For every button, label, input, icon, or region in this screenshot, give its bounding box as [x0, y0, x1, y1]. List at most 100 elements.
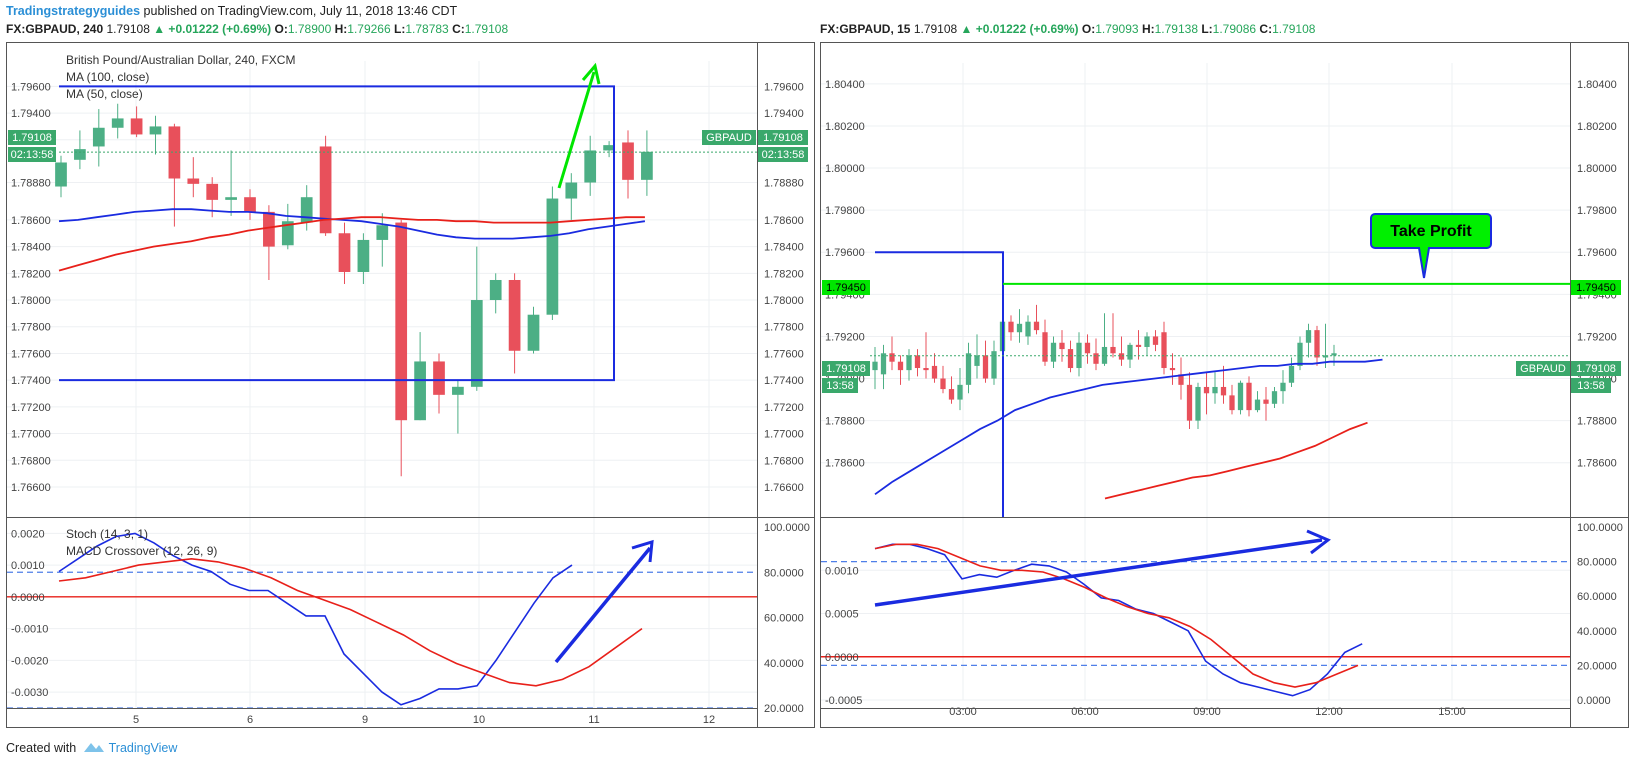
right-ma-line-blue	[874, 358, 1383, 496]
right-price-tick-label-left: 1.78800	[825, 416, 865, 428]
right-candle-body	[1050, 342, 1057, 362]
right-blue-arrow-line	[874, 538, 1323, 607]
left-countdown-right-text: 02:13:58	[762, 149, 805, 161]
right-candle-body	[1016, 323, 1023, 333]
right-candle-body	[965, 353, 972, 385]
left-price-tick-label: 1.77400	[764, 375, 804, 387]
left-candle-body	[489, 279, 502, 301]
left-legend-ma100: MA (100, close)	[66, 70, 149, 84]
right-tp-tag-right-text: 1.79450	[1576, 282, 1616, 294]
right-countdown-tag-right	[1571, 378, 1611, 393]
right-price-tick-label-left: 1.80000	[825, 163, 865, 175]
left-price-tick-label: 1.78880	[764, 178, 804, 190]
right-price-plot	[870, 251, 1570, 517]
right-range-box	[875, 251, 1004, 517]
right-candle-body	[1161, 332, 1167, 369]
right-time-tick-label: 06:00	[1071, 706, 1099, 718]
left-countdown-tag-right	[758, 147, 808, 162]
right-symbol: FX:GBPAUD, 15	[820, 22, 911, 36]
left-sub-tick-label-right: 40.0000	[764, 658, 804, 670]
left-candle-body	[300, 197, 313, 223]
left-candle-body	[168, 126, 181, 179]
right-pair-tag	[1516, 361, 1570, 376]
right-candle-body	[1110, 346, 1116, 354]
created-with-text: Created with	[6, 741, 77, 755]
right-candle-body	[1229, 395, 1235, 411]
page-header: Tradingstrategyguides published on Tradi…	[6, 4, 457, 18]
left-countdown-left-text: 02:13:58	[11, 149, 54, 161]
right-price-tick-label: 1.79600	[1577, 247, 1617, 259]
right-candle-body	[1288, 365, 1295, 383]
left-price-tick-label-left: 1.78200	[11, 268, 51, 280]
left-open: 1.78900	[287, 22, 332, 36]
left-time-tick-label: 9	[362, 714, 368, 726]
right-candle-body	[974, 355, 980, 366]
left-candle-body	[92, 127, 105, 147]
right-tp-tag-left	[822, 280, 870, 295]
left-candle-body	[508, 279, 521, 351]
left-candle-body	[149, 126, 162, 135]
author-link[interactable]: Tradingstrategyguides	[6, 4, 141, 18]
left-last-price: 1.79108	[106, 22, 150, 36]
left-ma-line-red	[58, 216, 645, 272]
left-green-arrow-line	[557, 71, 596, 189]
left-candle-body	[641, 151, 653, 180]
right-candle-body	[982, 355, 989, 379]
take-profit-callout	[1370, 213, 1492, 279]
left-candle-body	[263, 211, 275, 247]
right-candle-body	[1331, 353, 1337, 356]
left-price-tick-label-left: 1.78000	[11, 295, 51, 307]
left-price-tick-label: 1.78200	[764, 268, 804, 280]
right-candle-body	[1297, 342, 1303, 366]
left-change: ▲ +0.01222 (+0.69%)	[153, 22, 272, 36]
left-ma-line-blue	[58, 208, 646, 240]
left-legend-stoch: Stoch (14, 3, 1)	[66, 527, 148, 541]
tradingview-link[interactable]: TradingView	[108, 741, 178, 755]
right-price-tick-label-left: 1.80200	[825, 121, 865, 133]
left-price-tick-label: 1.76800	[764, 455, 804, 467]
right-candle-body	[880, 353, 887, 375]
right-ma-line-red	[1104, 421, 1368, 500]
right-price-tick-label-left: 1.80400	[825, 79, 865, 91]
left-price-tick-label-left: 1.79600	[11, 81, 51, 93]
right-candle-body	[1144, 336, 1150, 347]
left-price-tick-label-left: 1.78600	[11, 215, 51, 227]
left-price-plot	[55, 62, 757, 477]
right-price-tag-right-text: 1.79108	[1576, 363, 1616, 375]
right-candle-body	[897, 361, 904, 371]
right-candle-body	[1135, 344, 1142, 347]
right-l-label: L:	[1201, 22, 1213, 36]
left-price-tick-label-left: 1.77200	[11, 402, 51, 414]
right-candle-body	[889, 353, 895, 362]
left-sub-tick-label-left: -0.0020	[11, 655, 48, 667]
left-range-box	[59, 85, 615, 382]
left-price-tick-label-left: 1.76800	[11, 455, 51, 467]
left-sub-tick-label-right: 100.0000	[764, 522, 810, 534]
left-price-tick-label: 1.79600	[764, 81, 804, 93]
right-candle-body	[1280, 382, 1286, 392]
right-price-tick-label-left: 1.78600	[825, 458, 865, 470]
right-candle-body	[1042, 332, 1048, 362]
left-price-tick-label-left: 1.77000	[11, 429, 51, 441]
left-sub-tick-label-right: 20.0000	[764, 703, 804, 715]
right-candle-body	[991, 351, 997, 379]
right-candle-body	[1093, 353, 1099, 364]
left-price-tick-label: 1.77600	[764, 348, 804, 360]
left-price-tick-label-left: 1.78880	[11, 178, 51, 190]
right-candle-body	[906, 355, 912, 371]
left-price-tick-label-left: 1.78400	[11, 242, 51, 254]
right-low: 1.79086	[1212, 22, 1257, 36]
left-price-tick-label: 1.77000	[764, 429, 804, 441]
right-candle-body	[1169, 368, 1176, 371]
right-price-tick-label: 1.78800	[1577, 416, 1617, 428]
left-price-tag-left-text: 1.79108	[12, 132, 52, 144]
left-sub-tick-label-left: -0.0030	[11, 687, 48, 699]
left-legend-macd: MACD Crossover (12, 26, 9)	[66, 544, 217, 558]
left-stoch-line	[58, 532, 573, 706]
right-candle-body	[1084, 342, 1091, 354]
left-candle-body	[187, 178, 200, 184]
right-candle-body	[1246, 382, 1252, 411]
right-tp-tag-right	[1571, 280, 1621, 295]
left-high: 1.79266	[347, 22, 391, 36]
right-c-label: C:	[1259, 22, 1273, 36]
